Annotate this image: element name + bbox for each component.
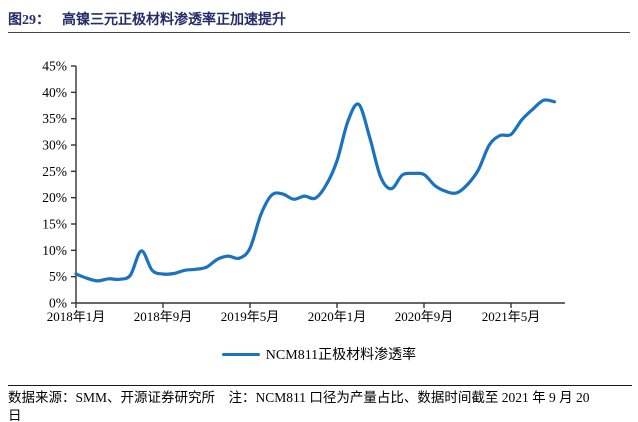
y-tick-label: 5%: [49, 269, 67, 284]
x-tick-label: 2018年9月: [134, 309, 193, 324]
x-tick-label: 2020年1月: [308, 309, 367, 324]
ncm811-line-series: [74, 98, 557, 283]
source-note: 数据来源：SMM、开源证券研究所 注：NCM811 口径为产量占比、数据时间截至…: [8, 389, 636, 422]
y-tick-label: 35%: [42, 111, 67, 126]
y-axis-labels: 0% 5% 10% 15% 20% 25% 30% 35% 40% 45%: [42, 59, 67, 311]
source-note-line1: 数据来源：SMM、开源证券研究所 注：NCM811 口径为产量占比、数据时间截至…: [8, 390, 590, 405]
legend-line-swatch: [221, 352, 260, 356]
chart-area: 0% 5% 10% 15% 20% 25% 30% 35% 40% 45% 2018年1月 2018年…: [0, 36, 638, 342]
y-tick-label: 40%: [42, 85, 67, 100]
y-tick-label: 0%: [49, 296, 67, 311]
y-tick-label: 45%: [42, 59, 67, 74]
legend-label: NCM811正极材料渗透率: [265, 348, 417, 363]
x-tick-label: 2019年5月: [221, 309, 280, 324]
footer-divider: [8, 385, 632, 386]
y-tick-label: 15%: [42, 217, 67, 232]
y-tick-label: 10%: [42, 243, 67, 258]
y-tick-label: 30%: [42, 138, 67, 153]
chart-legend: NCM811正极材料渗透率: [0, 344, 638, 364]
x-axis-labels: 2018年1月 2018年9月 2019年5月 2020年1月 2020年9月 2021年…: [47, 309, 541, 324]
y-tick-label: 25%: [42, 164, 67, 179]
x-tick-label: 2018年1月: [47, 309, 106, 324]
axes: [71, 65, 565, 308]
x-tick-label: 2021年5月: [482, 309, 541, 324]
figure-title: 图29： 高镍三元正极材料渗透率正加速提升: [8, 9, 630, 29]
figure-title-text: 高镍三元正极材料渗透率正加速提升: [62, 13, 286, 28]
x-tick-label: 2020年9月: [395, 309, 454, 324]
y-tick-label: 20%: [42, 190, 67, 205]
penetration-line-chart: 0%5%10%15%20%25%30%35%40%45%2018年1月 2018年…: [42, 59, 565, 324]
title-divider: [8, 32, 630, 33]
figure-number-label: 图29：: [8, 13, 50, 28]
source-note-line2: 日: [8, 407, 22, 422]
